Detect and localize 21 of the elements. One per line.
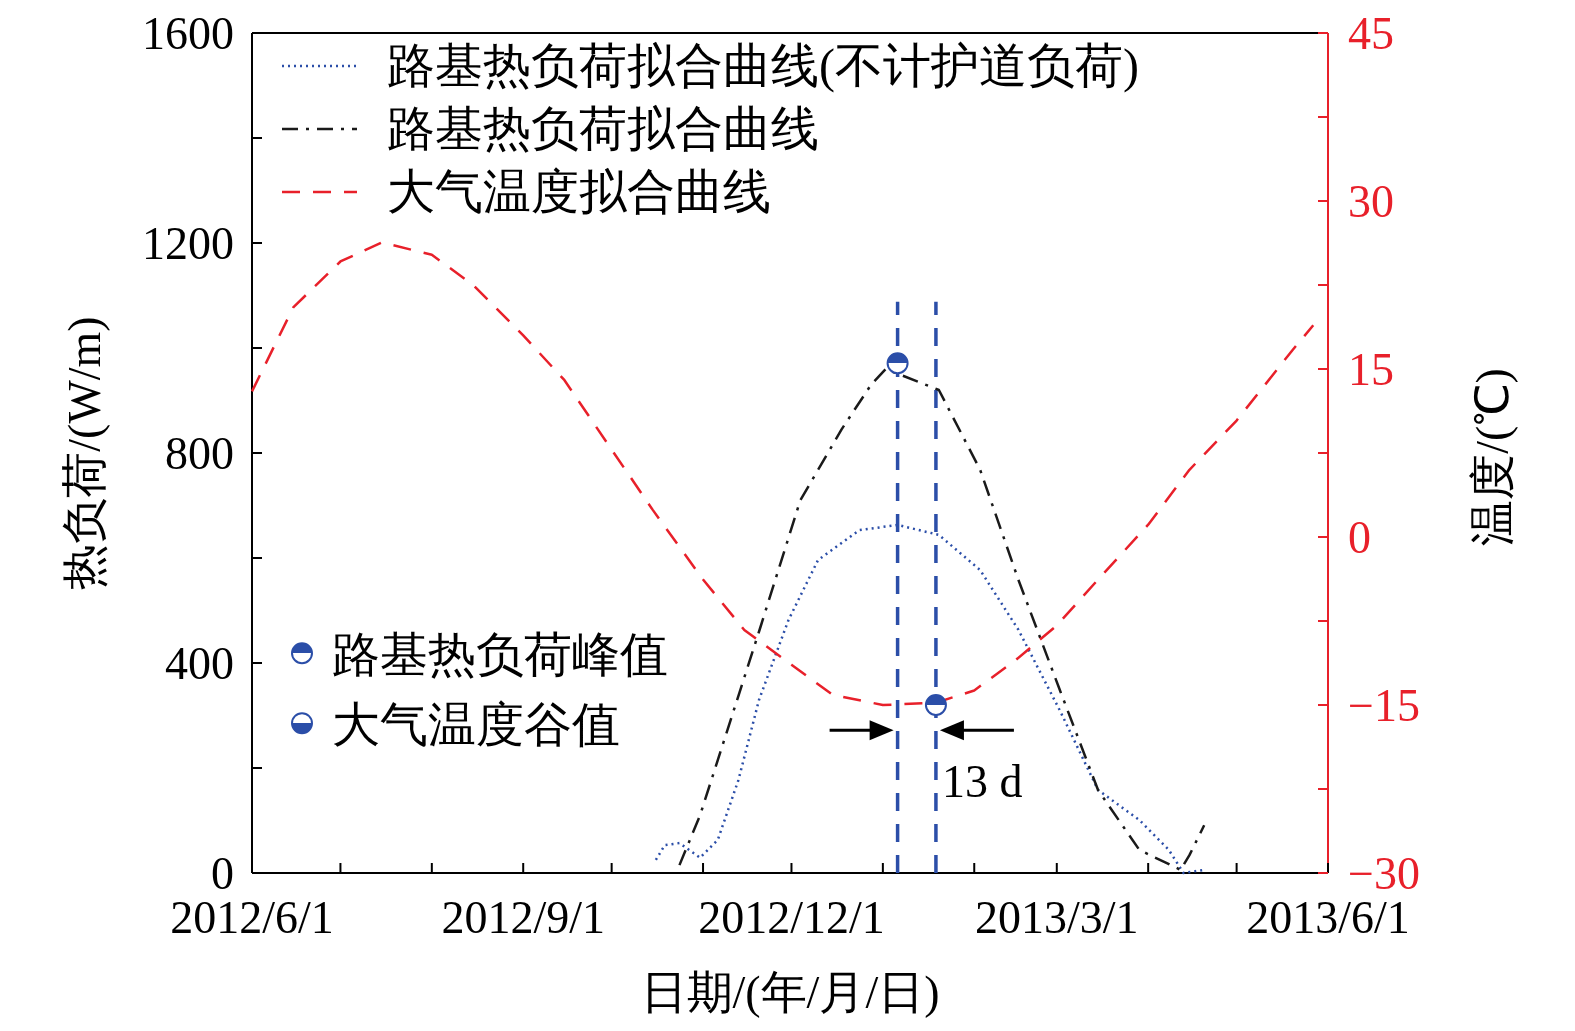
y-tick-label: 1600 [142,8,234,59]
x-axis-title: 日期/(年/月/日) [640,967,940,1018]
y-tick-label: 400 [165,638,234,689]
annotation: 13 d [941,756,1023,808]
y-tick-label: 800 [165,428,234,479]
legend-label: 大气温度拟合曲线 [387,165,771,218]
y2-tick-label: 30 [1348,176,1394,227]
y2-tick-label: 45 [1348,8,1394,59]
y-tick-label: 1200 [142,218,234,269]
x-tick-label: 2013/3/1 [975,892,1139,943]
y2-tick-label: 0 [1348,512,1371,563]
y2-tick-label: −15 [1348,680,1420,731]
legend-label: 路基热负荷峰值 [332,628,668,682]
y-axis-title: 热负荷/(W/m) [59,316,110,590]
legend-label: 大气温度谷值 [332,698,620,752]
y2-tick-label: 15 [1348,344,1394,395]
x-tick-label: 2012/12/1 [698,892,885,943]
y2-axis-title: 温度/(℃) [1467,368,1518,546]
legend-label: 路基热负荷拟合曲线(不计护道负荷) [387,39,1139,93]
legend-label: 路基热负荷拟合曲线 [387,102,819,155]
x-tick-label: 2012/9/1 [441,892,605,943]
